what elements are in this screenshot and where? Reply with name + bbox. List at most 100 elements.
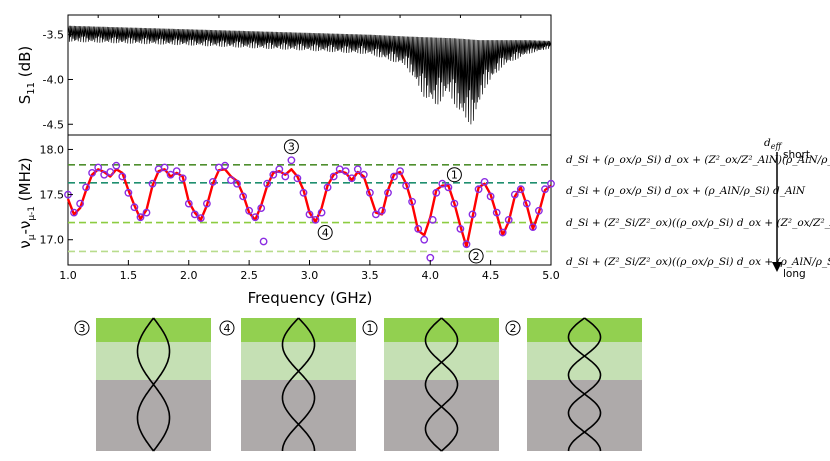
annotation-label: 2: [473, 250, 480, 263]
x-tick-label: 4.0: [422, 269, 440, 282]
data-point: [438, 179, 447, 188]
data-point: [492, 208, 501, 217]
layer-middle: [527, 342, 642, 380]
equation: d_Si + (ρ_ox/ρ_Si) d_ox + (Z²_ox/Z²_AlN)…: [566, 154, 830, 166]
mode-panel: 1: [362, 317, 499, 452]
data-point: [245, 206, 254, 215]
layer-top: [96, 318, 211, 342]
data-point: [414, 224, 423, 233]
data-point: [82, 183, 91, 192]
bottom-y-axis-title: νμ-νμ-1 (MHz): [16, 157, 37, 248]
data-point: [263, 179, 272, 188]
data-point: [329, 172, 338, 181]
data-point: [184, 199, 193, 208]
mode-panel: 3: [74, 317, 211, 452]
mode-badge: [219, 320, 235, 336]
data-point: [208, 177, 217, 186]
mode-wave: [424, 317, 459, 452]
data-point: [221, 161, 229, 170]
mode-badge-label: 1: [367, 322, 374, 335]
equations: d_Si + (ρ_ox/ρ_Si) d_ox + (Z²_ox/Z²_AlN)…: [566, 154, 830, 268]
x-tick-label: 1.0: [59, 269, 77, 282]
data-point: [100, 170, 109, 179]
data-point: [456, 224, 465, 233]
mode-wave: [281, 317, 316, 451]
data-point: [311, 215, 320, 224]
layer-bottom: [241, 380, 356, 451]
mode-panel: 4: [219, 317, 356, 451]
top-y-tick-label: -4.5: [43, 118, 64, 131]
data-point: [486, 192, 495, 201]
top-y-axis-title: S11 (dB): [16, 46, 37, 105]
data-point: [498, 228, 507, 237]
annotation-circle: [317, 225, 333, 240]
x-tick-label: 4.5: [482, 269, 500, 282]
data-point: [239, 192, 248, 201]
data-point: [166, 170, 175, 179]
data-point: [70, 208, 78, 217]
data-point: [390, 172, 398, 181]
short-label: short: [783, 149, 810, 161]
data-point: [118, 172, 127, 181]
s11-trace: [67, 25, 552, 125]
s11-label-main: S: [16, 95, 34, 105]
annotation-label: 1: [451, 169, 458, 182]
layer-top: [527, 318, 642, 342]
deff-sub: eff: [771, 142, 783, 151]
data-point: [450, 199, 459, 208]
bottom-y-ticks: 17.0 17.5 18.0: [40, 143, 73, 247]
top-y-ticks: -3.5 -4.0 -4.5: [43, 15, 522, 131]
layer-bottom: [527, 380, 642, 451]
data-point: [112, 161, 121, 170]
data-point: [142, 208, 151, 217]
data-point: [341, 167, 350, 176]
mode-annotations: 3 1 4 2: [283, 139, 484, 264]
data-point: [377, 206, 386, 215]
bottom-y-tick-label: 17.5: [40, 189, 65, 202]
data-point: [504, 215, 513, 224]
annotation-label: 3: [288, 141, 295, 154]
mode-wave: [567, 317, 602, 452]
data-point: [365, 188, 374, 197]
data-point: [202, 199, 211, 208]
equation: d_Si + (Z²_Si/Z²_ox)((ρ_ox/ρ_Si) d_ox + …: [566, 256, 830, 268]
x-tick-label: 5.0: [542, 269, 560, 282]
top-y-tick-label: -4.0: [43, 73, 64, 86]
x-tick-label: 3.0: [301, 269, 319, 282]
data-point: [535, 206, 543, 215]
data-point: [384, 188, 392, 197]
data-point: [281, 172, 290, 181]
mode-badge-label: 2: [510, 322, 517, 335]
top-panel: -3.5 -4.0 -4.5 S11 (dB): [16, 14, 552, 136]
data-point: [317, 208, 326, 217]
x-axis-title: Frequency (GHz): [248, 289, 373, 307]
equation: d_Si + (Z²_Si/Z²_ox)((ρ_ox/ρ_Si) d_ox + …: [566, 217, 830, 229]
data-point: [293, 174, 302, 183]
layer-middle: [96, 342, 211, 380]
data-point: [474, 185, 483, 194]
nu-label-b-sub: μ-1: [27, 206, 37, 221]
bottom-panel-frame: [67, 134, 552, 266]
data-point: [371, 210, 380, 219]
data-point: [88, 168, 97, 177]
mode-wave: [567, 317, 602, 452]
data-point: [462, 240, 471, 249]
data-point: [251, 213, 260, 222]
data-point: [196, 214, 205, 223]
s11-label-unit: (dB): [16, 46, 34, 82]
bottom-x-ticks: 1.0 1.5 2.0 2.5 3.0 3.5 4.0 4.5 5.0: [59, 260, 560, 282]
bottom-panel: 3 1 4 2 17.0 17.5 18.0 1.0 1.5 2.0 2.5 3.0 3.5 4.0 4…: [16, 134, 560, 307]
layer-top: [384, 318, 499, 342]
data-point: [402, 181, 410, 190]
data-point: [76, 199, 85, 208]
annotation-circle: [468, 248, 484, 264]
nu-label-a: ν: [16, 240, 34, 248]
nu-label-a-sub: μ: [27, 234, 37, 240]
data-point: [547, 179, 555, 188]
long-label: long: [783, 268, 806, 280]
data-point: [233, 179, 241, 188]
data-point: [94, 163, 103, 172]
mode-badge-label: 4: [224, 322, 231, 335]
data-points: [64, 156, 555, 262]
mode-schematics: 3 4 1 2: [74, 317, 642, 452]
